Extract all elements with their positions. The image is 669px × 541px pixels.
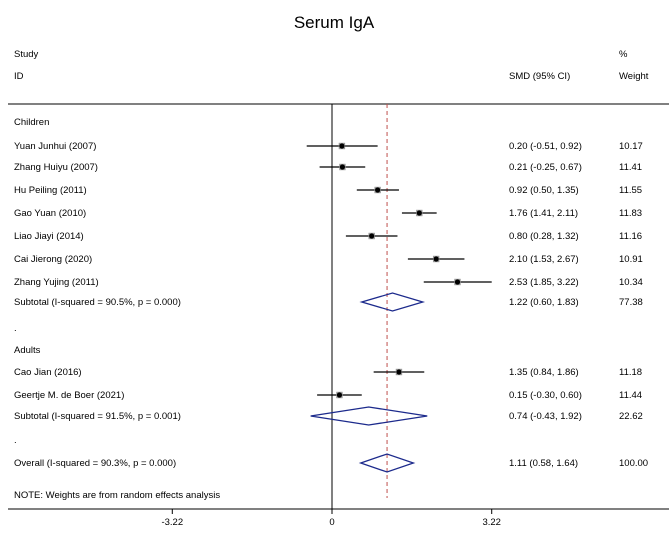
study-label: Hu Peiling (2011) [14,185,87,196]
group-label: Adults [14,345,41,356]
point-estimate [336,392,343,398]
weight-value: 10.17 [619,141,643,152]
subtotal-label: Subtotal (I-squared = 90.5%, p = 0.000) [14,297,181,308]
spacer-dot: . [14,323,17,334]
smd-ci-value: 1.11 (0.58, 1.64) [509,458,578,469]
subtotal-diamond [310,406,428,426]
subtotal-label: Subtotal (I-squared = 91.5%, p = 0.001) [14,411,181,422]
header-weight: Weight [619,71,649,82]
point-estimate [416,210,422,216]
study-label: Geertje M. de Boer (2021) [14,390,124,401]
overall-diamond [358,453,416,473]
smd-ci-value: 0.80 (0.28, 1.32) [509,231,579,242]
weight-value: 77.38 [619,297,643,308]
study-label: Yuan Junhui (2007) [14,141,96,152]
subtotal-diamond [359,292,426,312]
point-estimate [339,143,345,149]
weight-value: 11.44 [619,390,642,401]
smd-ci-value: 2.53 (1.85, 3.22) [509,277,579,288]
header-study: Study [14,49,39,60]
weight-value: 10.91 [619,254,643,265]
study-label: Gao Yuan (2010) [14,208,86,219]
weight-value: 11.18 [619,367,642,378]
header-smd: SMD (95% CI) [509,71,570,82]
point-estimate [396,369,402,375]
point-estimate [339,164,346,170]
study-label: Cao Jian (2016) [14,367,82,378]
chart-title: Serum IgA [294,13,375,32]
study-label: Liao Jiayi (2014) [14,231,84,242]
weight-value: 11.16 [619,231,642,242]
study-label: Cai Jierong (2020) [14,254,92,265]
header-pct: % [619,49,628,60]
weight-value: 11.55 [619,185,642,196]
point-estimate [433,256,439,262]
study-label: Zhang Yujing (2011) [14,277,99,288]
point-estimate [375,187,381,193]
smd-ci-value: 0.15 (-0.30, 0.60) [509,390,582,401]
smd-ci-value: 0.20 (-0.51, 0.92) [509,141,582,152]
weight-value: 11.41 [619,162,642,173]
smd-ci-value: 0.74 (-0.43, 1.92) [509,411,582,422]
footnote: NOTE: Weights are from random effects an… [14,490,220,501]
weight-value: 11.83 [619,208,642,219]
header-id: ID [14,71,24,82]
study-label: Zhang Huiyu (2007) [14,162,98,173]
x-tick-label: 3.22 [482,517,501,528]
overall-label: Overall (I-squared = 90.3%, p = 0.000) [14,458,176,469]
smd-ci-value: 0.21 (-0.25, 0.67) [509,162,582,173]
point-estimate [454,279,461,285]
x-tick-label: 0 [329,517,334,528]
smd-ci-value: 0.92 (0.50, 1.35) [509,185,579,196]
spacer-dot: . [14,435,17,446]
x-tick-label: -3.22 [161,517,183,528]
point-estimate [369,233,375,239]
weight-value: 100.00 [619,458,648,469]
weight-value: 10.34 [619,277,643,288]
smd-ci-value: 1.22 (0.60, 1.83) [509,297,579,308]
weight-value: 22.62 [619,411,643,422]
smd-ci-value: 2.10 (1.53, 2.67) [509,254,579,265]
smd-ci-value: 1.35 (0.84, 1.86) [509,367,579,378]
group-label: Children [14,117,49,128]
smd-ci-value: 1.76 (1.41, 2.11) [509,208,578,219]
